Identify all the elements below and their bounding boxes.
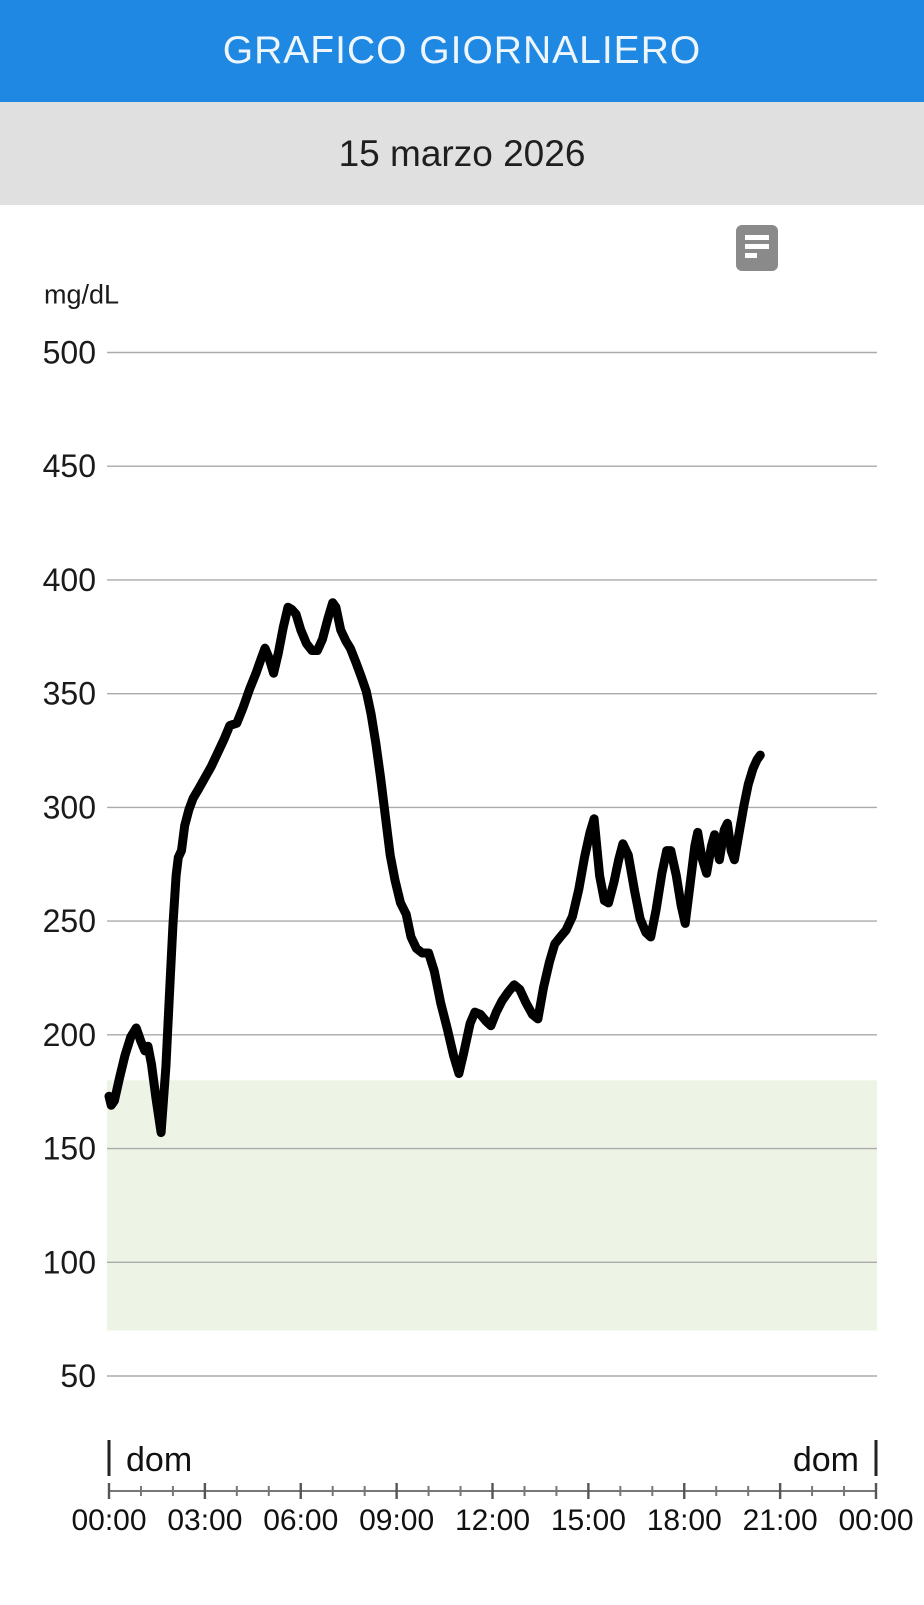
x-tick-label: 06:00 — [263, 1504, 338, 1537]
y-tick-label: 200 — [43, 1017, 96, 1053]
date-bar: 15 marzo 2026 — [0, 102, 924, 205]
notes-button[interactable] — [736, 225, 778, 271]
y-tick-label: 450 — [43, 448, 96, 484]
day-label-right: dom — [793, 1441, 859, 1479]
day-label-left: dom — [126, 1441, 192, 1479]
y-tick-label: 350 — [43, 676, 96, 712]
day-boundary-marker — [107, 1440, 111, 1476]
y-tick-label: 250 — [43, 903, 96, 939]
y-tick-label: 300 — [43, 789, 96, 825]
y-axis-unit-label: mg/dL — [44, 280, 119, 310]
day-boundary-marker — [874, 1440, 878, 1476]
glucose-line — [104, 598, 765, 1138]
y-tick-label: 50 — [60, 1358, 96, 1394]
y-tick-label: 400 — [43, 562, 96, 598]
notes-icon — [736, 225, 778, 271]
x-tick-label: 00:00 — [71, 1504, 146, 1537]
x-tick-label: 03:00 — [167, 1504, 242, 1537]
x-tick-label: 15:00 — [551, 1504, 626, 1537]
x-tick-label: 00:00 — [838, 1504, 913, 1537]
x-tick-label: 21:00 — [743, 1504, 818, 1537]
x-tick-label: 09:00 — [359, 1504, 434, 1537]
selected-date: 15 marzo 2026 — [338, 132, 586, 174]
x-tick-label: 12:00 — [455, 1504, 530, 1537]
y-tick-label: 150 — [43, 1131, 96, 1167]
target-range-band — [107, 1080, 877, 1331]
y-tick-label: 100 — [43, 1244, 96, 1280]
x-tick-label: 18:00 — [647, 1504, 722, 1537]
app-header: GRAFICO GIORNALIERO — [0, 0, 924, 102]
page-title: GRAFICO GIORNALIERO — [222, 29, 702, 72]
y-tick-label: 500 — [43, 335, 96, 371]
